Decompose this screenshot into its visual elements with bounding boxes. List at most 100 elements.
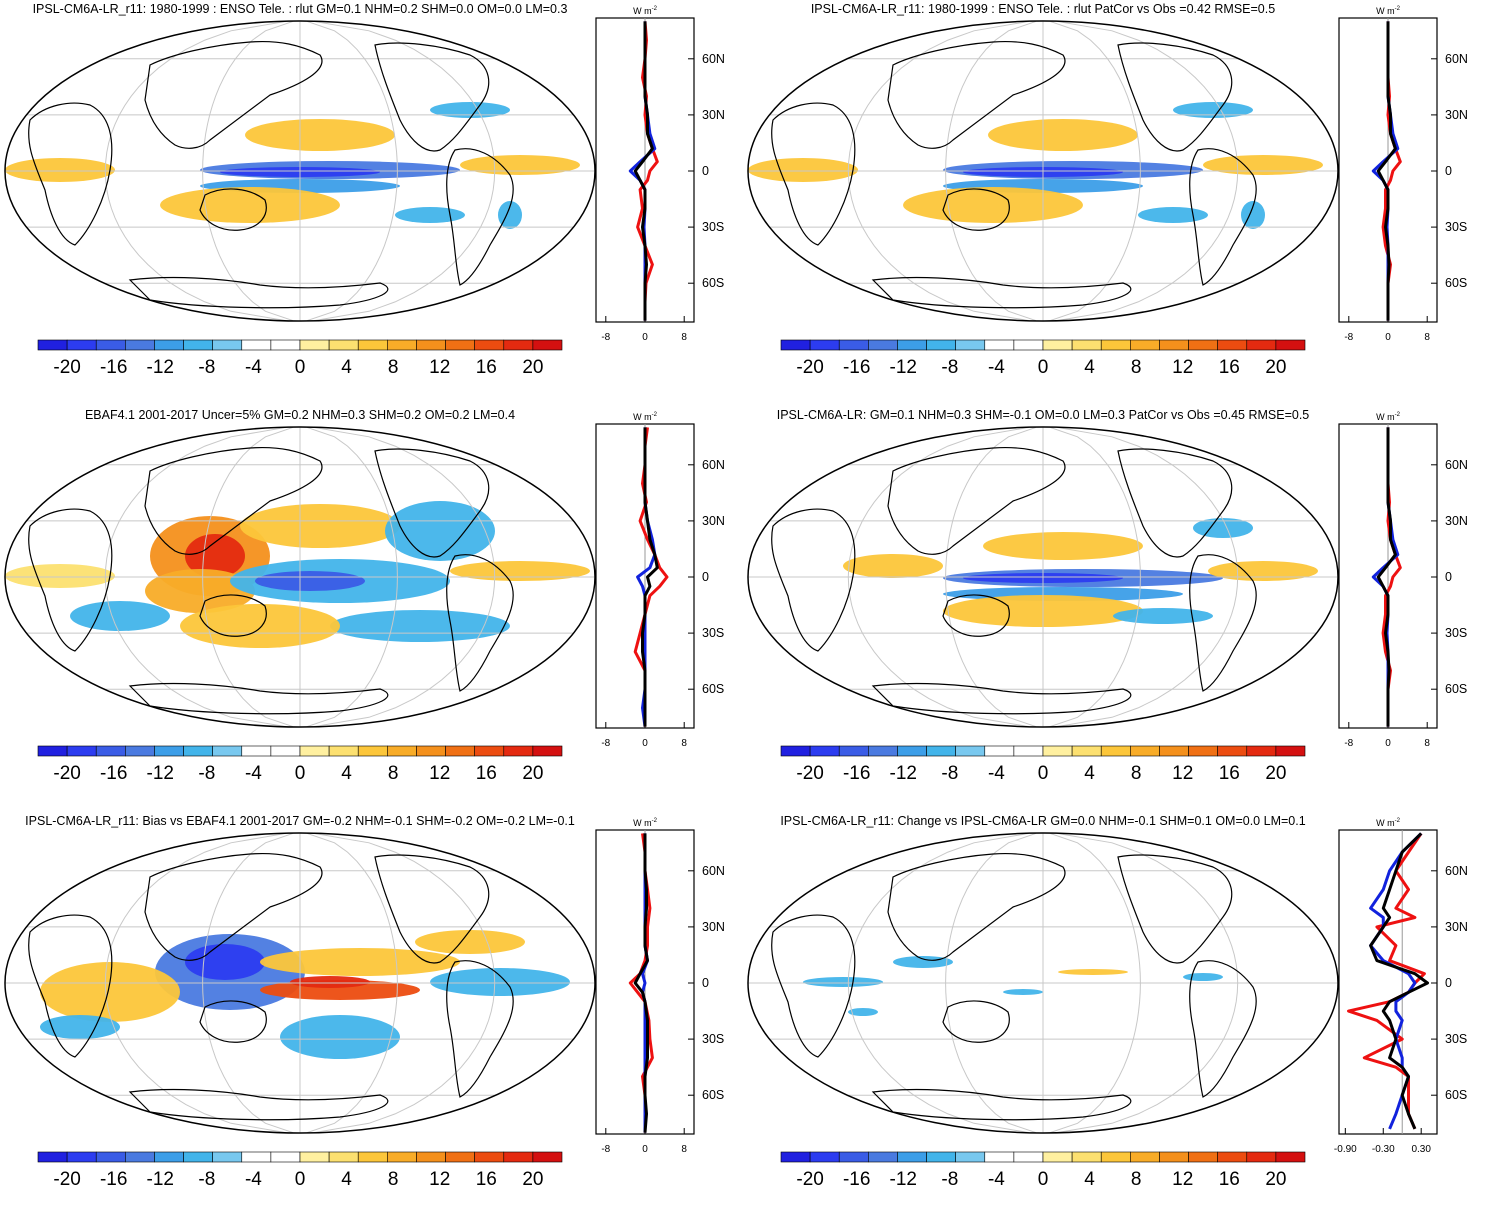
zonal-profile: 60N 30N 0 30S 60S -8 0 8 W m-2 <box>595 818 725 1155</box>
colorbar-label: 12 <box>429 1169 450 1190</box>
colorbar-swatch <box>897 745 927 757</box>
colorbar-label: 20 <box>1265 357 1286 378</box>
colorbar-swatch <box>328 1151 359 1163</box>
profile-frame <box>1338 829 1438 1135</box>
colorbar-label: 4 <box>1084 1169 1095 1190</box>
longitude-gridline <box>306 21 398 321</box>
lat-tick-label: 60S <box>1445 276 1467 290</box>
coastline <box>128 276 389 309</box>
colorbar-swatch <box>357 339 388 351</box>
colorbar-swatch <box>1130 745 1160 757</box>
longitude-gridline <box>1057 833 1239 1133</box>
x-tick-label: 8 <box>681 738 687 749</box>
colorbar-label: -8 <box>198 1169 215 1190</box>
coastline <box>199 188 267 231</box>
colorbar-swatch <box>1013 1151 1044 1163</box>
colorbar-swatch <box>532 1151 563 1163</box>
colorbar-label: 0 <box>295 357 306 378</box>
coastline <box>871 276 1132 309</box>
anomaly-region <box>983 532 1143 560</box>
colorbar-swatch <box>1071 1151 1102 1163</box>
colorbar-swatch <box>1071 339 1102 351</box>
colorbar-swatch <box>1217 745 1248 757</box>
colorbar-swatch <box>328 745 359 757</box>
map-field <box>5 833 595 1133</box>
colorbar-swatch <box>503 339 534 351</box>
colorbar-label: -12 <box>890 357 917 378</box>
colorbar-swatch <box>357 745 388 757</box>
colorbar-swatch <box>868 339 898 351</box>
colorbar-swatch <box>1100 745 1131 757</box>
panel-title: IPSL-CM6A-LR_r11: 1980-1999 : ENSO Tele.… <box>810 2 1276 16</box>
colorbar-swatch <box>212 1151 243 1163</box>
lat-tick-label: 30S <box>702 220 724 234</box>
coastline <box>446 960 514 1098</box>
coastline <box>942 188 1010 231</box>
lat-tick-label: 0 <box>702 570 709 584</box>
colorbar-swatch <box>1188 1151 1218 1163</box>
lat-tick-label: 0 <box>702 164 709 178</box>
colorbar-swatch <box>955 339 986 351</box>
lat-tick-label: 30S <box>702 1032 724 1046</box>
panel-obs-ebaf: EBAF4.1 2001-2017 Uncer=5% GM=0.2 NHM=0.… <box>0 406 743 802</box>
colorbar-label: 0 <box>295 763 306 784</box>
longitude-gridline <box>945 833 1037 1133</box>
x-tick-label: -8 <box>1344 332 1353 343</box>
lat-tick-label: 60S <box>1445 682 1467 696</box>
coastline <box>144 40 323 149</box>
lat-tick-label: 60N <box>702 458 725 472</box>
map <box>4 426 596 728</box>
colorbar-swatch <box>416 339 446 351</box>
longitude-gridline <box>314 21 496 321</box>
x-tick-label: 8 <box>681 1144 687 1155</box>
panel-figure: 60N 30N 0 30S 60S -8 0 8 W m-2 -20 -16 -12 -8 -4 0 4 8 12… <box>4 6 725 378</box>
lat-tick-label: 0 <box>702 976 709 990</box>
coastline <box>771 102 856 246</box>
anomaly-region <box>40 1015 120 1039</box>
lat-tick-label: 60N <box>1445 864 1468 878</box>
colorbar-label: -4 <box>988 1169 1005 1190</box>
coastline <box>1189 148 1257 286</box>
x-tick-label: 0 <box>642 738 648 749</box>
panel-title: IPSL-CM6A-LR: GM=0.1 NHM=0.3 SHM=-0.1 OM… <box>776 408 1310 422</box>
colorbar-swatch <box>125 745 155 757</box>
units-label: W m-2 <box>1376 412 1400 422</box>
colorbar-label: 0 <box>295 1169 306 1190</box>
longitude-gridline <box>314 427 496 727</box>
lat-tick-label: 30N <box>702 108 725 122</box>
colorbar-label: 16 <box>1219 357 1240 378</box>
x-tick-label: -0.90 <box>1334 1144 1357 1155</box>
colorbar-swatch <box>299 339 330 351</box>
anomaly-region <box>450 561 590 581</box>
lat-tick-label: 60S <box>702 1088 724 1102</box>
colorbar-swatch <box>125 1151 155 1163</box>
units-label: W m-2 <box>633 6 657 16</box>
panel-figure: 60N 30N 0 30S 60S -8 0 8 W m-2 -20 -16 -12 -8 -4 0 4 8 12… <box>747 412 1468 784</box>
colorbar-label: -8 <box>198 357 215 378</box>
anomaly-region <box>245 119 395 151</box>
colorbar-swatch <box>1188 745 1218 757</box>
colorbar-label: -16 <box>843 1169 870 1190</box>
colorbar-swatch <box>984 339 1015 351</box>
coastline <box>199 1000 267 1043</box>
colorbar-label: -8 <box>941 357 958 378</box>
colorbar-swatch <box>270 745 301 757</box>
lat-tick-label: 30N <box>702 920 725 934</box>
colorbar-label: 4 <box>341 763 352 784</box>
colorbar-swatch <box>445 745 475 757</box>
coastline <box>28 102 113 246</box>
map-field <box>748 427 1338 727</box>
colorbar-label: -4 <box>245 1169 262 1190</box>
colorbar-label: 4 <box>1084 357 1095 378</box>
map <box>4 832 596 1134</box>
colorbar-label: 12 <box>1172 357 1193 378</box>
coastline <box>374 42 490 152</box>
lat-tick-label: 30S <box>1445 1032 1467 1046</box>
panel-figure: 60N 30N 0 30S 60S -8 0 8 W m-2 -20 -16 -12 -8 -4 0 4 8 12… <box>4 412 725 784</box>
anomaly-region <box>1183 973 1223 981</box>
anomaly-region <box>1173 102 1253 118</box>
anomaly-region <box>498 201 522 229</box>
colorbar-swatch <box>1042 745 1073 757</box>
map-border <box>747 426 1339 728</box>
lat-tick-label: 30N <box>1445 108 1468 122</box>
